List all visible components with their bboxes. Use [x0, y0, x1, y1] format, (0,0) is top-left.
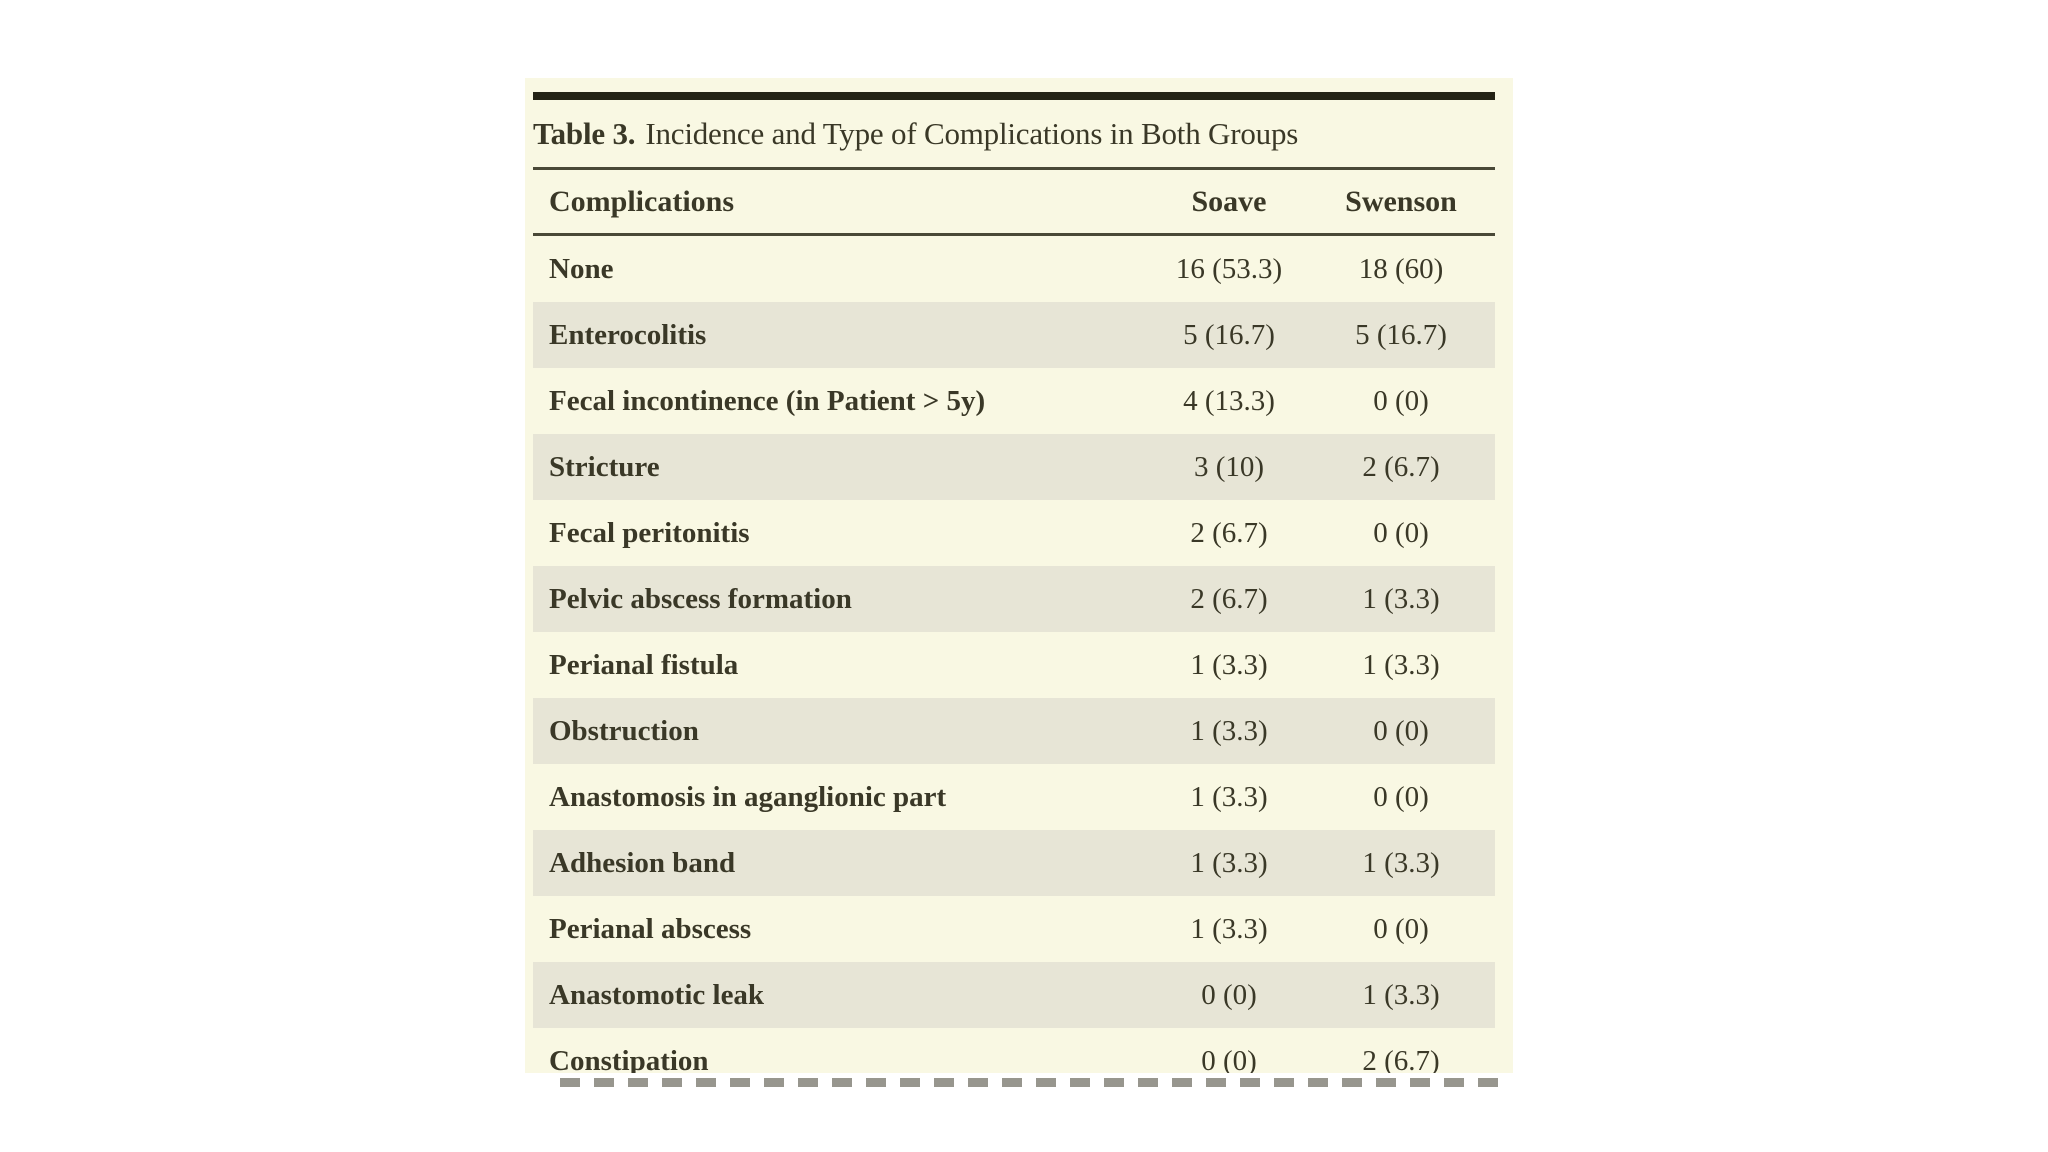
soave-value: 2 (6.7) — [1190, 582, 1268, 615]
swenson-value: 2 (6.7) — [1362, 1044, 1440, 1074]
table-header-row: Complications Soave Swenson — [533, 170, 1495, 233]
table-row: Fecal incontinence (in Patient > 5y) 4 (… — [533, 368, 1495, 434]
row-label: Perianal abscess — [549, 912, 752, 945]
table-row: Anastomotic leak 0 (0) 1 (3.3) — [533, 962, 1495, 1028]
table-row: None 16 (53.3) 18 (60) — [533, 236, 1495, 302]
soave-value: 1 (3.3) — [1190, 714, 1268, 747]
soave-value: 3 (10) — [1193, 450, 1265, 483]
swenson-value: 1 (3.3) — [1362, 648, 1440, 681]
table-title-text: Incidence and Type of Complications in B… — [645, 115, 1299, 151]
row-label: Fecal peritonitis — [549, 516, 750, 549]
title-divider-rule — [533, 167, 1495, 170]
row-label: Anastomotic leak — [549, 978, 765, 1011]
table-row: Obstruction 1 (3.3) 0 (0) — [533, 698, 1495, 764]
table-row: Fecal peritonitis 2 (6.7) 0 (0) — [533, 500, 1495, 566]
swenson-value: 1 (3.3) — [1362, 582, 1440, 615]
table-title: Table 3. Incidence and Type of Complicat… — [533, 100, 1495, 167]
soave-value: 16 (53.3) — [1175, 252, 1283, 285]
soave-value: 1 (3.3) — [1190, 648, 1268, 681]
table-body: None 16 (53.3) 18 (60) Enterocolitis 5 (… — [533, 236, 1495, 1073]
swenson-value: 18 (60) — [1358, 252, 1444, 285]
swenson-value: 1 (3.3) — [1362, 846, 1440, 879]
row-label: None — [549, 252, 614, 285]
table-top-rule — [533, 92, 1495, 100]
table-row: Stricture 3 (10) 2 (6.7) — [533, 434, 1495, 500]
row-label: Perianal fistula — [549, 648, 739, 681]
row-label: Pelvic abscess formation — [549, 582, 852, 615]
row-label: Anastomosis in aganglionic part — [549, 780, 947, 813]
soave-value: 5 (16.7) — [1183, 318, 1275, 351]
row-label: Obstruction — [549, 714, 699, 747]
clipped-next-row-strip — [560, 1078, 1500, 1087]
soave-value: 2 (6.7) — [1190, 516, 1268, 549]
soave-value: 4 (13.3) — [1183, 384, 1275, 417]
swenson-value: 2 (6.7) — [1362, 450, 1440, 483]
row-label: Enterocolitis — [549, 318, 707, 351]
swenson-value: 0 (0) — [1373, 384, 1429, 417]
soave-value: 0 (0) — [1201, 978, 1257, 1011]
column-header-soave: Soave — [1191, 184, 1267, 218]
swenson-value: 0 (0) — [1373, 516, 1429, 549]
table-number-label: Table 3. — [533, 115, 636, 151]
table-row: Anastomosis in aganglionic part 1 (3.3) … — [533, 764, 1495, 830]
table-row: Perianal abscess 1 (3.3) 0 (0) — [533, 896, 1495, 962]
swenson-value: 0 (0) — [1373, 714, 1429, 747]
swenson-value: 0 (0) — [1373, 912, 1429, 945]
table-row: Constipation 0 (0) 2 (6.7) — [533, 1028, 1495, 1074]
table-row: Adhesion band 1 (3.3) 1 (3.3) — [533, 830, 1495, 896]
column-header-complications: Complications — [549, 184, 735, 218]
column-header-swenson: Swenson — [1345, 184, 1457, 218]
header-divider-rule — [533, 233, 1495, 236]
soave-value: 1 (3.3) — [1190, 912, 1268, 945]
swenson-value: 1 (3.3) — [1362, 978, 1440, 1011]
row-label: Fecal incontinence (in Patient > 5y) — [549, 384, 986, 417]
swenson-value: 0 (0) — [1373, 780, 1429, 813]
soave-value: 0 (0) — [1201, 1044, 1257, 1074]
table-panel: Table 3. Incidence and Type of Complicat… — [525, 78, 1513, 1073]
row-label: Constipation — [549, 1044, 709, 1074]
soave-value: 1 (3.3) — [1190, 846, 1268, 879]
soave-value: 1 (3.3) — [1190, 780, 1268, 813]
swenson-value: 5 (16.7) — [1355, 318, 1447, 351]
row-label: Stricture — [549, 450, 660, 483]
table-row: Pelvic abscess formation 2 (6.7) 1 (3.3) — [533, 566, 1495, 632]
table-row: Enterocolitis 5 (16.7) 5 (16.7) — [533, 302, 1495, 368]
row-label: Adhesion band — [549, 846, 736, 879]
table-row: Perianal fistula 1 (3.3) 1 (3.3) — [533, 632, 1495, 698]
